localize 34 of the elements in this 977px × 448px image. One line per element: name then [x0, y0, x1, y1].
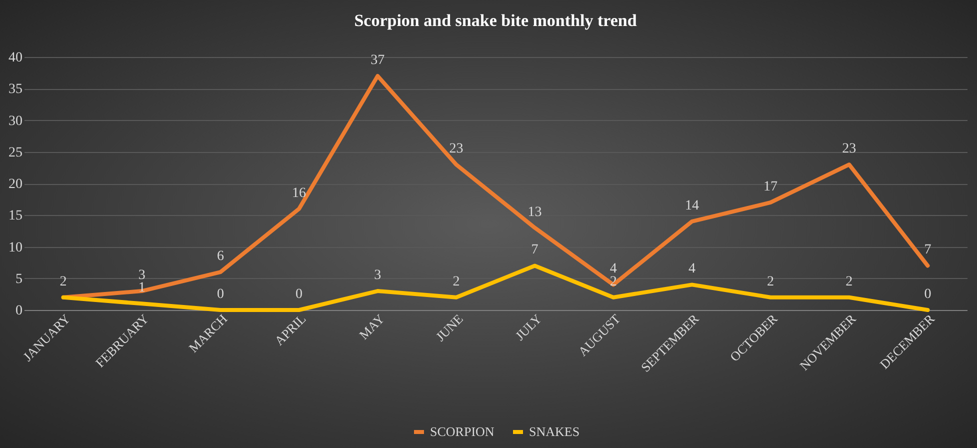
chart-title: Scorpion and snake bite monthly trend: [354, 11, 638, 30]
y-tick-label: 15: [8, 208, 22, 224]
data-label: 7: [531, 242, 538, 258]
y-tick-label: 5: [16, 272, 22, 287]
data-label: 0: [924, 287, 932, 302]
y-tick-label: 35: [8, 82, 22, 98]
y-tick-label: 25: [8, 145, 22, 160]
legend-label: SNAKES: [529, 424, 580, 439]
data-label: 37: [370, 52, 385, 68]
y-tick-label: 40: [8, 50, 22, 66]
y-tick-label: 30: [8, 114, 22, 129]
data-label: 4: [688, 262, 696, 277]
data-label: 14: [684, 198, 699, 214]
data-label: 16: [292, 186, 306, 201]
data-label: 23: [449, 142, 464, 157]
data-label: 17: [764, 179, 778, 194]
data-label: 3: [374, 268, 382, 284]
data-label: 13: [528, 204, 542, 220]
data-label: 23: [842, 142, 856, 157]
data-label: 2: [846, 274, 853, 290]
data-label: 2: [767, 274, 774, 290]
data-label: 7: [924, 242, 932, 258]
y-tick-label: 0: [16, 304, 22, 318]
data-label: 2: [452, 274, 460, 290]
data-label: 2: [60, 274, 67, 290]
data-label: 4: [610, 262, 617, 277]
data-label: 0: [216, 287, 224, 302]
data-label: 3: [138, 268, 146, 284]
data-label: 6: [216, 249, 224, 264]
legend-label: SCORPION: [430, 424, 495, 439]
y-tick-label: 20: [8, 177, 22, 192]
data-label: 0: [296, 287, 303, 302]
y-tick-label: 10: [8, 240, 22, 256]
line-series: [61, 264, 930, 312]
